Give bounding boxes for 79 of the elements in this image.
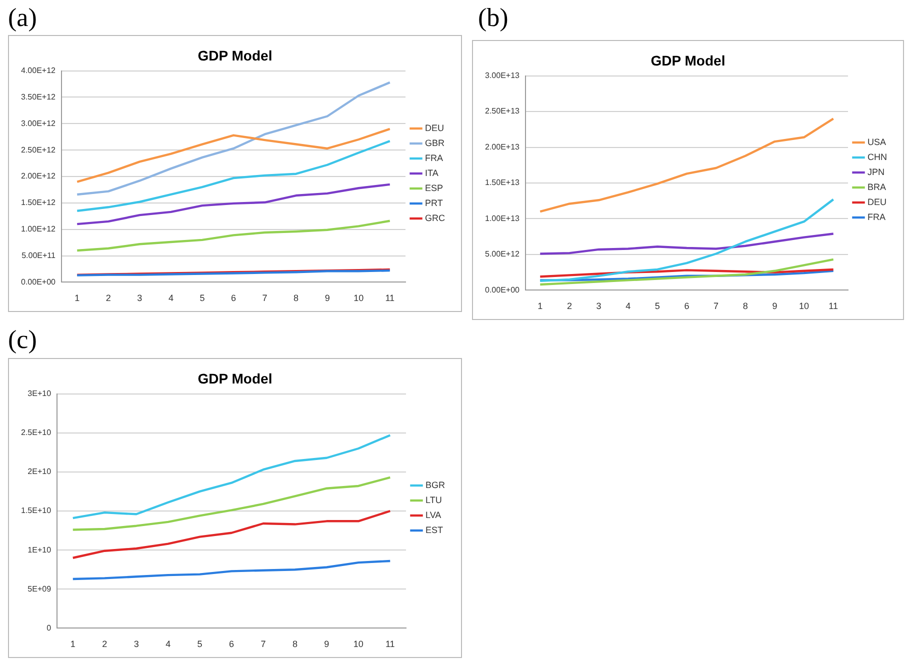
x-tick-label: 10 [353, 639, 364, 650]
y-tick-label: 1.00E+13 [484, 214, 520, 223]
y-tick-label: 1.5E+10 [20, 506, 52, 516]
x-tick-label: 8 [742, 301, 748, 312]
legend-label: JPN [868, 166, 885, 177]
x-tick-label: 6 [684, 301, 690, 312]
y-tick-label: 3E+10 [28, 389, 52, 398]
chart-title: GDP Model [198, 47, 272, 64]
x-tick-label: 4 [626, 301, 631, 312]
x-tick-label: 11 [385, 293, 395, 304]
y-tick-label: 3.00E+12 [20, 118, 56, 128]
y-tick-label: 1E+10 [28, 545, 52, 554]
x-tick-label: 5 [197, 639, 202, 650]
y-tick-label: 0.00E+00 [484, 285, 520, 294]
x-tick-label: 3 [137, 293, 142, 304]
legend-label: LTU [425, 494, 442, 505]
y-tick-label: 0.00E+00 [20, 277, 56, 286]
y-tick-label: 5.00E+12 [484, 250, 520, 259]
y-tick-label: 1.50E+12 [20, 198, 56, 208]
x-tick-label: 10 [354, 293, 364, 304]
y-tick-label: 1.00E+12 [20, 224, 56, 234]
chart-title: GDP Model [198, 370, 272, 386]
x-tick-label: 6 [230, 293, 236, 304]
x-tick-label: 5 [200, 293, 205, 304]
x-tick-label: 9 [324, 293, 330, 304]
x-tick-label: 2 [566, 301, 572, 312]
x-tick-label: 4 [166, 639, 171, 650]
legend-label: BRA [868, 182, 886, 192]
legend-label: LVA [425, 510, 442, 520]
y-tick-label: 2.50E+13 [484, 106, 520, 116]
x-tick-label: 10 [799, 301, 810, 312]
legend-label: FRA [868, 212, 886, 222]
y-tick-label: 2.50E+12 [20, 145, 56, 154]
x-tick-label: 5 [654, 301, 660, 312]
x-tick-label: 1 [74, 293, 80, 304]
y-tick-label: 1.50E+13 [484, 178, 520, 188]
x-tick-label: 11 [828, 301, 838, 312]
x-tick-label: 6 [229, 639, 234, 650]
x-tick-label: 8 [294, 293, 299, 304]
x-tick-label: 2 [102, 639, 108, 650]
x-tick-label: 7 [260, 639, 266, 650]
y-tick-label: 3.00E+13 [484, 71, 520, 80]
legend-label: DEU [868, 196, 887, 207]
text: (a) [8, 3, 37, 32]
x-tick-label: 7 [714, 301, 719, 312]
x-tick-label: 9 [324, 639, 330, 650]
x-tick-label: 8 [292, 639, 298, 650]
text: (b) [478, 3, 508, 32]
chart-title: GDP Model [650, 52, 726, 68]
x-tick-label: 2 [106, 293, 111, 304]
y-tick-label: 4.00E+12 [20, 66, 56, 76]
y-tick-label: 2E+10 [28, 467, 52, 476]
y-tick-label: 5E+09 [28, 584, 52, 594]
legend-label: PRT [425, 198, 444, 208]
legend-label: GBR [425, 138, 446, 148]
legend-label: FRA [425, 152, 443, 163]
legend-label: DEU [425, 122, 444, 133]
legend-label: GRC [425, 212, 446, 223]
x-tick-label: 11 [385, 639, 395, 650]
x-tick-label: 9 [772, 301, 778, 312]
legend-label: ESP [425, 182, 444, 193]
y-tick-label: 0 [46, 623, 52, 632]
legend-label: ITA [425, 168, 438, 178]
x-tick-label: 3 [134, 639, 139, 650]
y-tick-label: 2.5E+10 [20, 428, 52, 438]
y-tick-label: 5.00E+11 [22, 250, 56, 260]
legend-label: CHN [868, 152, 887, 162]
x-tick-label: 1 [70, 639, 76, 650]
y-tick-label: 2.00E+13 [484, 142, 520, 152]
y-tick-label: 3.50E+12 [20, 92, 56, 102]
text: (c) [8, 325, 37, 354]
x-tick-label: 4 [168, 293, 174, 304]
x-tick-label: 1 [538, 301, 543, 312]
y-tick-label: 2.00E+12 [20, 172, 56, 181]
legend-label: USA [868, 136, 886, 147]
x-tick-label: 7 [262, 293, 268, 304]
x-tick-label: 3 [596, 301, 602, 312]
legend-label: EST [425, 524, 444, 535]
legend-label: BGR [425, 480, 446, 490]
